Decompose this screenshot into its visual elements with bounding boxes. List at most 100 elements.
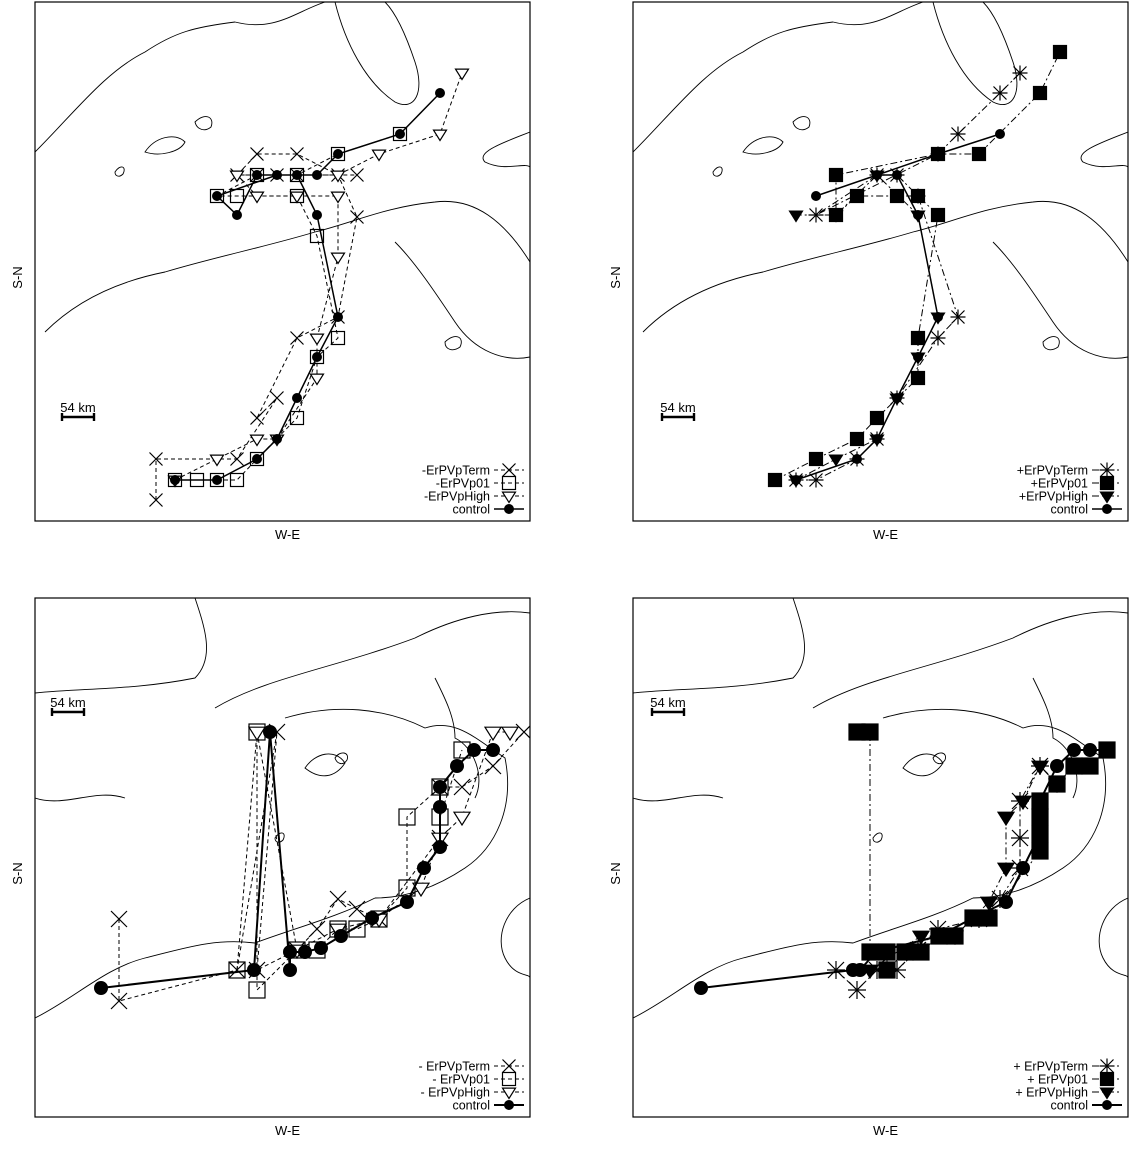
data-point	[290, 331, 304, 345]
data-point	[330, 252, 346, 265]
series-3	[94, 725, 500, 995]
series-3	[170, 88, 445, 485]
data-point	[330, 330, 346, 346]
data-point	[365, 911, 379, 925]
x-axis-label: W-E	[275, 527, 300, 542]
series-line	[795, 174, 939, 481]
data-point	[250, 411, 264, 425]
data-point	[808, 451, 824, 467]
x-axis-label: W-E	[275, 1123, 300, 1138]
coastline	[114, 166, 125, 177]
legend-label: + ErPVp01	[1027, 1073, 1088, 1087]
data-point	[869, 945, 883, 959]
coastline	[633, 598, 805, 694]
data-point	[996, 811, 1016, 827]
coastline-map	[35, 598, 530, 1019]
data-point	[289, 191, 305, 204]
data-point	[1012, 65, 1028, 81]
coastline	[144, 136, 186, 155]
coastline	[194, 116, 213, 131]
data-point	[1083, 743, 1097, 757]
legend-marker	[1099, 1087, 1115, 1100]
coastline	[500, 897, 530, 979]
series-line	[174, 72, 463, 481]
coastline	[35, 794, 126, 802]
series-3	[791, 129, 1005, 485]
legend-marker	[501, 1087, 517, 1100]
data-point	[788, 210, 804, 223]
coastline	[1032, 677, 1078, 799]
data-point	[450, 759, 464, 773]
legend-marker	[1099, 1071, 1115, 1087]
data-point	[872, 170, 882, 180]
data-point	[309, 228, 325, 244]
data-point	[400, 895, 414, 909]
series-2	[167, 68, 470, 488]
series-line	[835, 765, 1041, 991]
coastline	[214, 611, 530, 709]
legend-marker	[501, 1071, 517, 1087]
legend-label: control	[1050, 1099, 1088, 1113]
chart-panel-bottom-left: W-E S-N 54 km - ErPVpTerm- ErPVp01- ErPVpHi…	[10, 597, 531, 1138]
series-line	[795, 133, 1001, 481]
coastline	[1080, 131, 1128, 168]
series-line	[796, 72, 1021, 481]
data-point	[263, 725, 277, 739]
coastline	[35, 21, 236, 153]
scale-bar: 54 km	[650, 695, 686, 716]
data-point	[848, 981, 866, 999]
data-point	[249, 451, 265, 467]
coastline	[482, 131, 530, 168]
series-3	[694, 743, 1114, 995]
data-point	[312, 210, 322, 220]
x-axis-label: W-E	[873, 527, 898, 542]
data-point	[209, 454, 225, 467]
data-point	[910, 330, 926, 346]
legend-marker	[501, 491, 517, 504]
coastline	[882, 708, 1107, 899]
chart-panel-top-right: W-E S-N 54 km +ErPVpTerm+ErPVp01+ErPVpHighc…	[608, 1, 1129, 542]
coastline	[1098, 897, 1128, 979]
data-point	[292, 393, 302, 403]
legend-marker	[502, 463, 516, 477]
data-point	[996, 862, 1016, 878]
data-point	[1030, 760, 1050, 776]
scale-bar: 54 km	[660, 400, 696, 421]
scale-bar: 54 km	[60, 400, 96, 421]
data-point	[110, 910, 128, 928]
data-point	[868, 961, 886, 979]
legend-label: control	[1050, 503, 1088, 517]
legend-label: -ErPVpTerm	[422, 464, 490, 478]
legend-marker	[502, 1059, 516, 1073]
coastline	[394, 241, 530, 359]
data-point	[348, 900, 366, 918]
legend-marker	[1099, 475, 1115, 491]
data-point	[433, 780, 447, 794]
coastline	[742, 136, 784, 155]
data-point	[930, 330, 946, 346]
series-line	[155, 153, 358, 500]
data-point	[272, 170, 282, 180]
coastline	[872, 832, 883, 843]
data-point	[252, 170, 262, 180]
data-point	[1033, 794, 1047, 808]
data-point	[453, 778, 471, 796]
data-point	[110, 992, 128, 1010]
data-point	[1065, 757, 1083, 775]
data-point	[933, 312, 943, 322]
data-point	[892, 170, 902, 180]
series-line	[175, 92, 441, 481]
data-point	[432, 129, 448, 142]
data-point	[932, 929, 946, 943]
coastline	[304, 753, 346, 777]
axes-frame	[632, 1, 1129, 522]
series-1	[767, 44, 1068, 488]
data-point	[913, 352, 923, 362]
series-line	[256, 731, 510, 951]
scale-bar-label: 54 km	[60, 400, 95, 415]
legend-label: - ErPVp01	[432, 1073, 490, 1087]
chart-panel-bottom-right: W-E S-N 54 km + ErPVpTerm+ ErPVp01+ ErPVpHi…	[608, 597, 1129, 1138]
coastline	[932, 2, 1018, 105]
data-point	[791, 475, 801, 485]
data-point	[308, 920, 326, 938]
